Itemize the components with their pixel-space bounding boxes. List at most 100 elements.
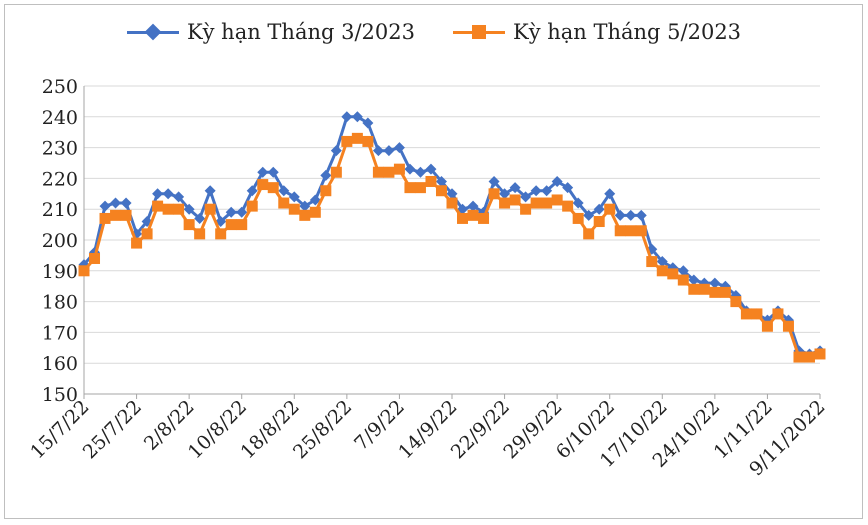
data-point-series-1 — [614, 209, 626, 221]
data-point-series-2 — [330, 166, 342, 178]
data-point-series-2 — [604, 203, 616, 215]
data-point-series-1 — [267, 166, 279, 178]
legend: Kỳ hạn Tháng 3/2023 Kỳ hạn Tháng 5/2023 — [0, 20, 868, 44]
data-point-series-2 — [89, 252, 101, 264]
legend-label-series-1: Kỳ hạn Tháng 3/2023 — [186, 20, 415, 44]
data-point-series-1 — [257, 166, 269, 178]
data-point-series-2 — [99, 212, 111, 224]
data-point-series-2 — [656, 265, 668, 277]
data-point-series-1 — [499, 188, 511, 200]
data-point-series-2 — [372, 166, 384, 178]
data-point-series-1 — [320, 169, 332, 181]
data-point-series-2 — [110, 209, 122, 221]
data-point-series-1 — [330, 145, 342, 157]
data-point-series-2 — [572, 212, 584, 224]
data-point-series-1 — [152, 188, 164, 200]
data-point-series-2 — [562, 200, 574, 212]
data-point-series-2 — [772, 308, 784, 320]
x-tick-label: 25/8/22 — [289, 396, 356, 463]
data-point-series-1 — [183, 203, 195, 215]
y-tick-label: 200 — [42, 230, 78, 252]
y-tick-label: 230 — [42, 138, 78, 160]
data-point-series-2 — [183, 219, 195, 231]
data-point-series-2 — [435, 185, 447, 197]
data-point-series-2 — [362, 135, 374, 147]
data-point-series-2 — [467, 209, 479, 221]
data-point-series-1 — [467, 200, 479, 212]
data-point-series-2 — [393, 163, 405, 175]
legend-label-series-2: Kỳ hạn Tháng 5/2023 — [513, 20, 742, 44]
legend-swatch-series-1 — [126, 21, 179, 43]
data-point-series-1 — [583, 209, 595, 221]
data-point-series-1 — [246, 185, 258, 197]
data-point-series-1 — [99, 200, 111, 212]
data-point-series-1 — [541, 185, 553, 197]
data-point-series-2 — [404, 182, 416, 194]
data-point-series-2 — [120, 209, 132, 221]
data-point-series-1 — [404, 163, 416, 175]
y-tick-label: 190 — [42, 261, 78, 283]
data-point-series-2 — [320, 185, 332, 197]
data-point-series-2 — [309, 206, 321, 218]
y-tick-label: 220 — [42, 168, 78, 190]
data-point-series-2 — [646, 256, 658, 268]
data-point-series-2 — [457, 212, 469, 224]
data-point-series-2 — [141, 228, 153, 240]
data-point-series-2 — [341, 135, 353, 147]
data-point-series-2 — [288, 203, 300, 215]
data-point-series-2 — [215, 228, 227, 240]
data-point-series-1 — [656, 256, 668, 268]
data-point-series-1 — [194, 212, 206, 224]
data-point-series-2 — [173, 203, 185, 215]
data-point-series-1 — [446, 188, 458, 200]
data-point-series-1 — [593, 203, 605, 215]
data-point-series-1 — [372, 145, 384, 157]
data-point-series-1 — [383, 145, 395, 157]
data-point-series-2 — [257, 179, 269, 191]
data-point-series-2 — [583, 228, 595, 240]
data-point-series-1 — [309, 194, 321, 206]
data-point-series-1 — [414, 166, 426, 178]
data-point-series-1 — [204, 185, 216, 197]
data-point-series-1 — [362, 117, 374, 129]
data-point-series-1 — [236, 206, 248, 218]
y-tick-label: 160 — [42, 353, 78, 375]
data-point-series-2 — [793, 351, 805, 363]
data-point-series-2 — [488, 188, 500, 200]
data-point-series-1 — [530, 185, 542, 197]
data-point-series-2 — [383, 166, 395, 178]
data-point-series-2 — [761, 320, 773, 332]
data-point-series-2 — [593, 216, 605, 228]
data-point-series-1 — [635, 209, 647, 221]
data-point-series-2 — [782, 320, 794, 332]
data-point-series-1 — [288, 191, 300, 203]
data-point-series-2 — [351, 132, 363, 144]
data-point-series-1 — [425, 163, 437, 175]
data-point-series-2 — [446, 197, 458, 209]
data-point-series-2 — [478, 212, 490, 224]
y-tick-label: 150 — [42, 384, 78, 406]
data-point-series-1 — [625, 209, 637, 221]
data-point-series-2 — [278, 197, 290, 209]
y-tick-label: 180 — [42, 292, 78, 314]
data-point-series-1 — [551, 175, 563, 187]
legend-swatch-series-2 — [453, 21, 505, 43]
y-tick-label: 250 — [42, 76, 78, 98]
data-point-series-2 — [204, 203, 216, 215]
data-point-series-1 — [173, 191, 185, 203]
data-point-series-1 — [562, 182, 574, 194]
data-point-series-2 — [635, 225, 647, 237]
data-point-series-2 — [709, 286, 721, 298]
data-point-series-2 — [194, 228, 206, 240]
data-point-series-2 — [520, 203, 532, 215]
data-point-series-2 — [751, 308, 763, 320]
y-tick-label: 210 — [42, 199, 78, 221]
data-point-series-2 — [509, 194, 521, 206]
data-point-series-1 — [572, 197, 584, 209]
data-point-series-2 — [698, 283, 710, 295]
data-point-series-1 — [435, 175, 447, 187]
data-point-series-1 — [225, 206, 237, 218]
y-tick-label: 170 — [42, 322, 78, 344]
data-point-series-2 — [688, 283, 700, 295]
